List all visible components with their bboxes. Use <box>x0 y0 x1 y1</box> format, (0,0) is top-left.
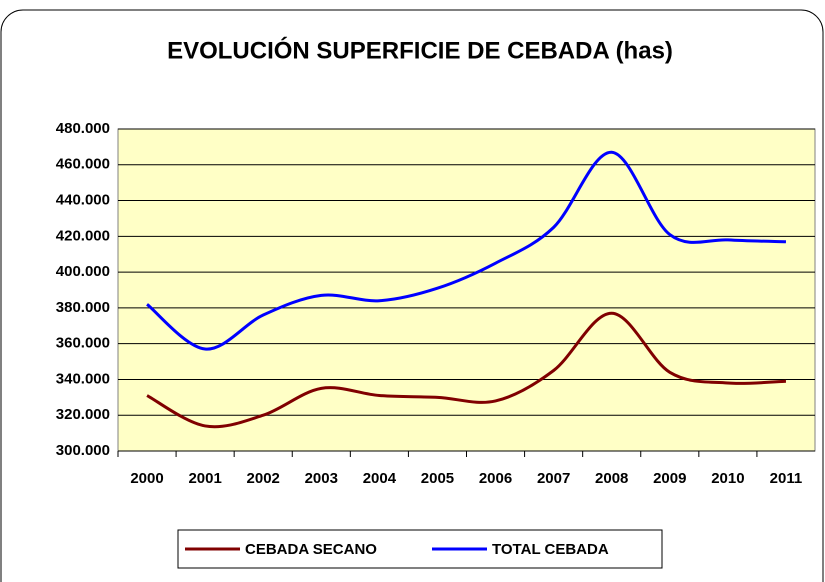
y-tick-label: 300.000 <box>56 442 110 459</box>
chart-title: EVOLUCIÓN SUPERFICIE DE CEBADA (has) <box>167 36 673 64</box>
y-tick-label: 480.000 <box>56 120 110 137</box>
legend-label: TOTAL CEBADA <box>492 541 609 558</box>
x-tick-label: 2002 <box>247 470 280 487</box>
y-tick-label: 420.000 <box>56 227 110 244</box>
plot-area <box>117 128 816 452</box>
x-tick-label: 2010 <box>711 470 744 487</box>
legend-label: CEBADA SECANO <box>245 541 377 558</box>
y-tick-label: 440.000 <box>56 192 110 209</box>
x-tick-label: 2005 <box>421 470 454 487</box>
x-tick-label: 2007 <box>537 470 570 487</box>
x-tick-label: 2000 <box>130 470 163 487</box>
y-tick-label: 380.000 <box>56 299 110 316</box>
series-line <box>146 150 787 351</box>
y-tick-label: 400.000 <box>56 263 110 280</box>
x-tick-label: 2009 <box>653 470 686 487</box>
x-tick-label: 2004 <box>363 470 397 487</box>
x-tick-label: 2001 <box>188 470 221 487</box>
y-tick-label: 320.000 <box>56 406 110 423</box>
x-tick-label: 2006 <box>479 470 512 487</box>
x-tick-label: 2008 <box>595 470 628 487</box>
series-line <box>146 311 787 429</box>
legend <box>177 529 663 569</box>
y-tick-label: 460.000 <box>56 156 110 173</box>
y-tick-label: 360.000 <box>56 335 110 352</box>
x-tick-label: 2003 <box>305 470 338 487</box>
x-tick-label: 2011 <box>770 470 803 487</box>
y-tick-label: 340.000 <box>56 370 110 387</box>
